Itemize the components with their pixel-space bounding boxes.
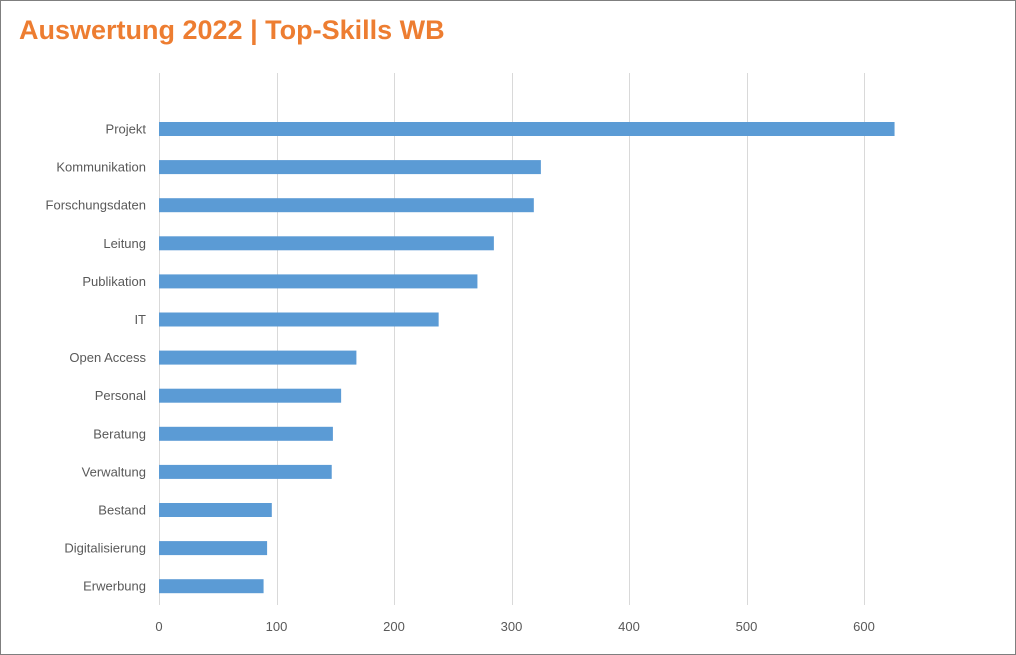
- bar: [159, 579, 264, 594]
- bar: [159, 122, 895, 136]
- category-label: Forschungsdaten: [46, 198, 146, 213]
- bar: [159, 541, 268, 556]
- bar: [159, 350, 357, 365]
- bar: [159, 503, 272, 517]
- category-label: Verwaltung: [82, 464, 146, 479]
- category-label: Kommunikation: [56, 160, 146, 175]
- bar: [159, 426, 333, 441]
- x-tick-label: 500: [736, 619, 758, 634]
- x-tick-label: 400: [618, 619, 640, 634]
- chart-title: Auswertung 2022 | Top-Skills WB: [19, 15, 445, 45]
- category-label: Digitalisierung: [64, 541, 146, 556]
- category-label: Publikation: [82, 274, 146, 289]
- category-label: Leitung: [103, 236, 146, 251]
- category-label: Beratung: [93, 426, 146, 441]
- bar: [159, 274, 478, 289]
- category-label: Erwerbung: [83, 579, 146, 594]
- x-tick-label: 600: [853, 619, 875, 634]
- x-tick-label: 200: [383, 619, 405, 634]
- category-label: Bestand: [98, 503, 146, 518]
- x-tick-label: 300: [501, 619, 523, 634]
- bar: [159, 388, 342, 403]
- bar: [159, 198, 534, 213]
- bar: [159, 236, 494, 251]
- category-label: Projekt: [106, 122, 147, 137]
- bar: [159, 312, 439, 327]
- category-label: IT: [134, 312, 146, 327]
- bar: [159, 464, 332, 479]
- x-tick-label: 0: [155, 619, 162, 634]
- category-label: Open Access: [69, 350, 146, 365]
- x-tick-label: 100: [266, 619, 288, 634]
- category-label: Personal: [95, 388, 146, 403]
- bar: [159, 160, 541, 175]
